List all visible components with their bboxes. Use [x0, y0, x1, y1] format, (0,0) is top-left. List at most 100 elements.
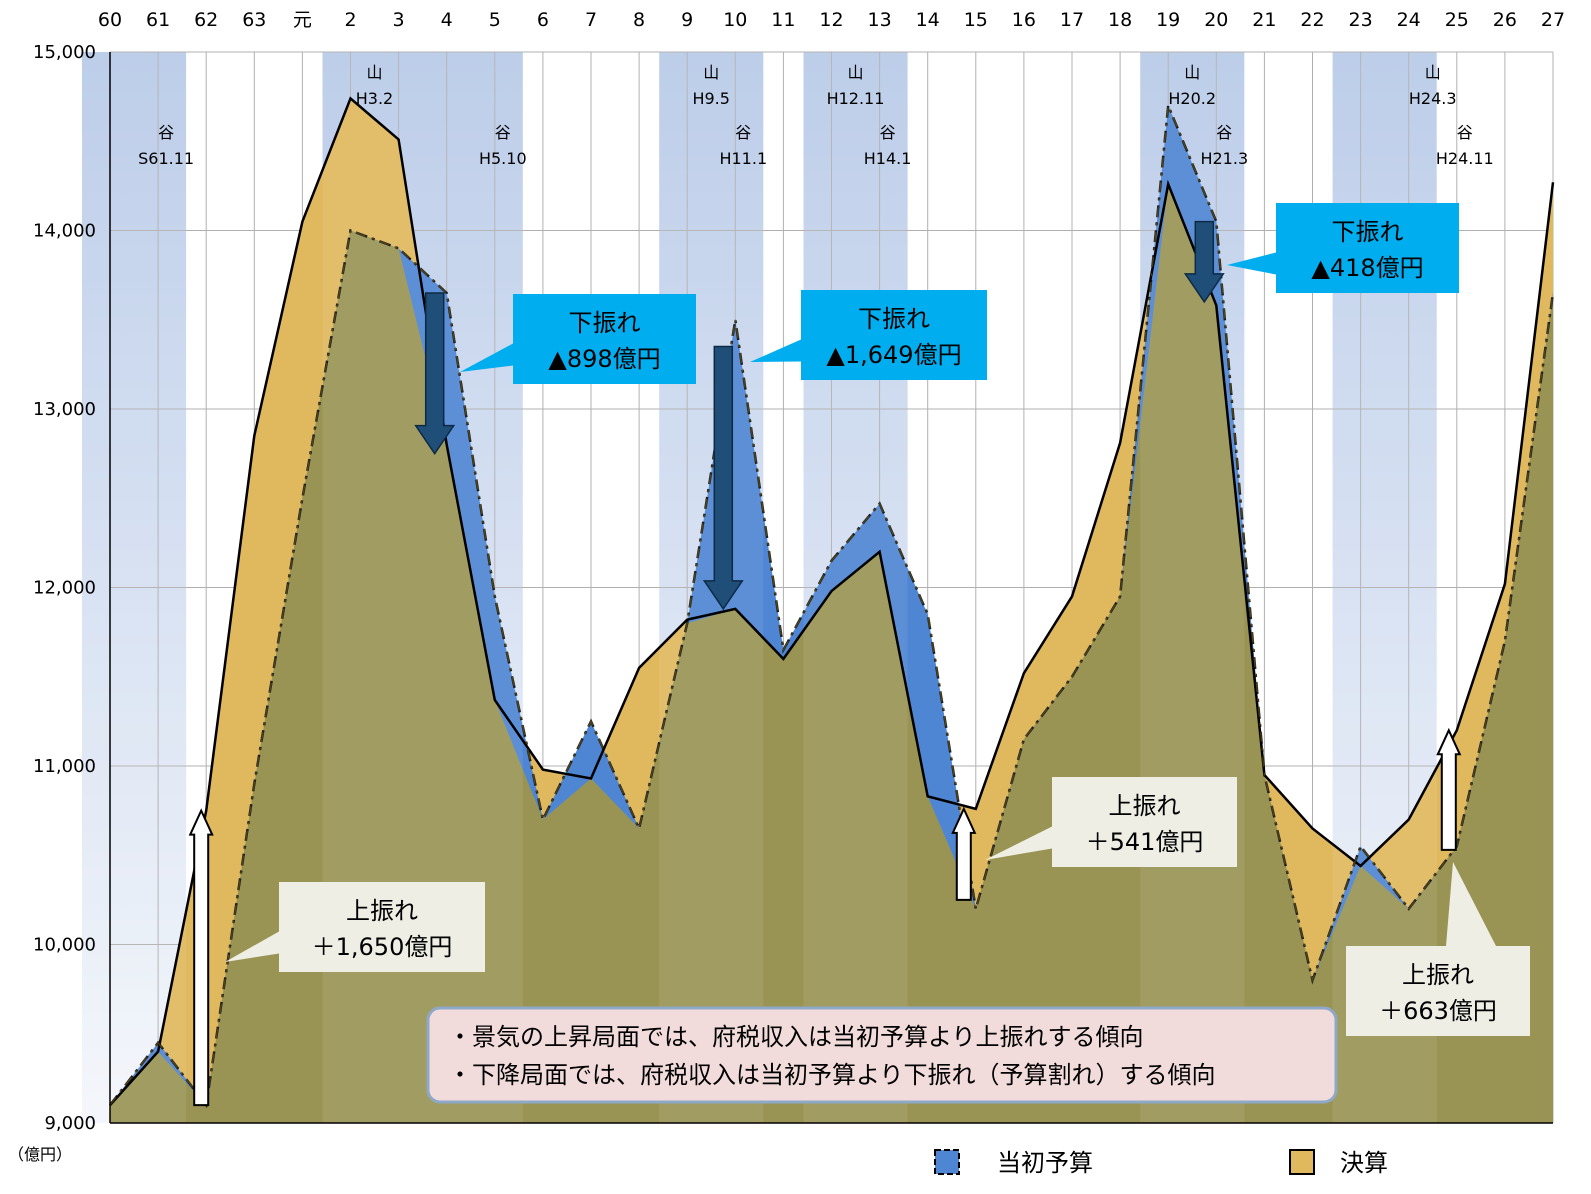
callout-pointer	[460, 343, 513, 372]
note-line-2: ・下降局面では、府税収入は当初予算より下振れ（予算割れ）する傾向	[448, 1061, 1216, 1089]
x-tick-label: 11	[771, 9, 795, 31]
callout-amount: ＋1,650億円	[312, 933, 453, 961]
x-tick-label: 18	[1108, 9, 1132, 31]
y-tick-label: 13,000	[33, 399, 96, 420]
downward-arrow	[1183, 220, 1225, 304]
callout-pointer	[225, 931, 279, 962]
callout-box	[513, 294, 696, 384]
callout-amount: ▲418億円	[1311, 254, 1423, 282]
legend: 当初予算 決算	[934, 1149, 1388, 1177]
callout-amount: ▲1,649億円	[826, 341, 961, 369]
shade-sheen	[1140, 52, 1245, 1123]
x-tick-label: 7	[585, 9, 597, 31]
x-tick-label: 16	[1012, 9, 1036, 31]
callout-amount: ＋541億円	[1086, 828, 1204, 856]
cycle-kind-label: 山	[847, 63, 863, 82]
callout-pointer	[750, 339, 801, 362]
y-tick-label: 10,000	[33, 935, 96, 956]
x-tick-label: 23	[1349, 9, 1373, 31]
legend-swatch	[1289, 1149, 1315, 1175]
upward-arrow	[951, 806, 977, 901]
x-tick-label: 10	[723, 9, 747, 31]
shade-sheen	[82, 52, 187, 1123]
upward-arrow	[188, 808, 214, 1107]
callout-title: 下振れ	[1332, 218, 1404, 246]
x-tick-label: 17	[1060, 9, 1084, 31]
x-tick-label: 24	[1397, 9, 1421, 31]
callout-title: 上振れ	[1109, 792, 1181, 820]
callout-pointer	[1227, 252, 1276, 275]
series-lines	[109, 96, 1555, 1109]
x-tick-label: 25	[1445, 9, 1469, 31]
x-tick-label: 19	[1156, 9, 1180, 31]
cycle-kind-label: 谷	[495, 123, 511, 142]
x-tick-label: 26	[1493, 9, 1517, 31]
cycle-date-label: H3.2	[356, 89, 393, 108]
cycle-date-label: H20.2	[1168, 89, 1216, 108]
y-tick-label: 15,000	[33, 42, 96, 63]
downward-arrow	[414, 292, 456, 455]
callout-title: 上振れ	[1402, 961, 1474, 989]
cycle-date-label: H9.5	[692, 89, 729, 108]
y-tick-label: 11,000	[33, 756, 96, 777]
callout-box	[1276, 203, 1459, 293]
cycle-kind-label: 谷	[1216, 123, 1232, 142]
x-tick-label: 9	[681, 9, 693, 31]
callout-amount: ▲898億円	[548, 345, 660, 373]
shade-sheen	[803, 52, 908, 1123]
callout-title: 下振れ	[858, 305, 930, 333]
x-tick-label: 2	[344, 9, 356, 31]
callout-amount: ＋663億円	[1379, 997, 1497, 1025]
x-tick-label: 62	[194, 9, 218, 31]
x-tick-label: 3	[393, 9, 405, 31]
callout-title: 上振れ	[346, 897, 418, 925]
cycle-kind-label: 谷	[1457, 123, 1473, 142]
x-tick-label: 63	[242, 9, 266, 31]
cycle-date-label: H21.3	[1200, 149, 1248, 168]
line-settlement	[109, 96, 1555, 1106]
x-tick-label: 14	[916, 9, 940, 31]
legend-label: 決算	[1340, 1149, 1388, 1177]
callout-pointer	[1446, 862, 1496, 946]
note-line-1: ・景気の上昇局面では、府税収入は当初予算より上振れする傾向	[448, 1023, 1144, 1051]
cycle-kind-label: 山	[703, 63, 719, 82]
cycle-kind-label: 谷	[158, 123, 174, 142]
x-tick-label: 22	[1300, 9, 1324, 31]
x-tick-label: 4	[441, 9, 453, 31]
x-tick-label: 15	[964, 9, 988, 31]
note-box: ・景気の上昇局面では、府税収入は当初予算より上振れする傾向 ・下降局面では、府税…	[426, 1006, 1338, 1104]
callout-box	[1346, 946, 1530, 1036]
x-tick-label: 61	[146, 9, 170, 31]
downward-arrow	[702, 345, 744, 611]
x-tick-label: 60	[98, 9, 122, 31]
cycle-date-label: H24.11	[1436, 149, 1494, 168]
callout-box	[801, 290, 987, 380]
cycle-kind-label: 山	[366, 63, 382, 82]
cycle-date-label: H5.10	[479, 149, 527, 168]
cycle-date-label: H24.3	[1409, 89, 1457, 108]
callout-title: 下振れ	[569, 309, 641, 337]
callout-box	[279, 882, 485, 972]
axes: 60 61 62 63 元 2 3 4 5 6 7 8 9 10 11 12 13 14 15 16 17 18 19 20 2…	[8, 9, 1565, 1164]
x-tick-label: 12	[819, 9, 843, 31]
note-box-frame	[426, 1006, 1338, 1104]
cycle-date-label: H11.1	[719, 149, 767, 168]
upward-arrow	[1436, 727, 1462, 851]
x-tick-label: 21	[1252, 9, 1276, 31]
cycle-date-label: H12.11	[827, 89, 885, 108]
x-tick-label: 13	[868, 9, 892, 31]
callout-pointer	[985, 826, 1052, 860]
x-tick-label: 27	[1541, 9, 1565, 31]
legend-label: 当初予算	[997, 1149, 1093, 1177]
cycle-date-label: H14.1	[864, 149, 912, 168]
x-tick-label: 元	[293, 9, 312, 31]
cycle-labels: 谷 S61.11 山 H3.2 谷 H5.10 山 H9.5 谷 H11.1 山 H12.11 谷 H14…	[138, 63, 1494, 168]
y-tick-label: 9,000	[44, 1113, 96, 1134]
cycle-date-label: S61.11	[138, 149, 194, 168]
cycle-kind-label: 谷	[735, 123, 751, 142]
y-tick-label: 12,000	[33, 578, 96, 599]
callout-box	[1052, 777, 1237, 867]
x-tick-label: 6	[537, 9, 549, 31]
x-tick-label: 20	[1204, 9, 1228, 31]
